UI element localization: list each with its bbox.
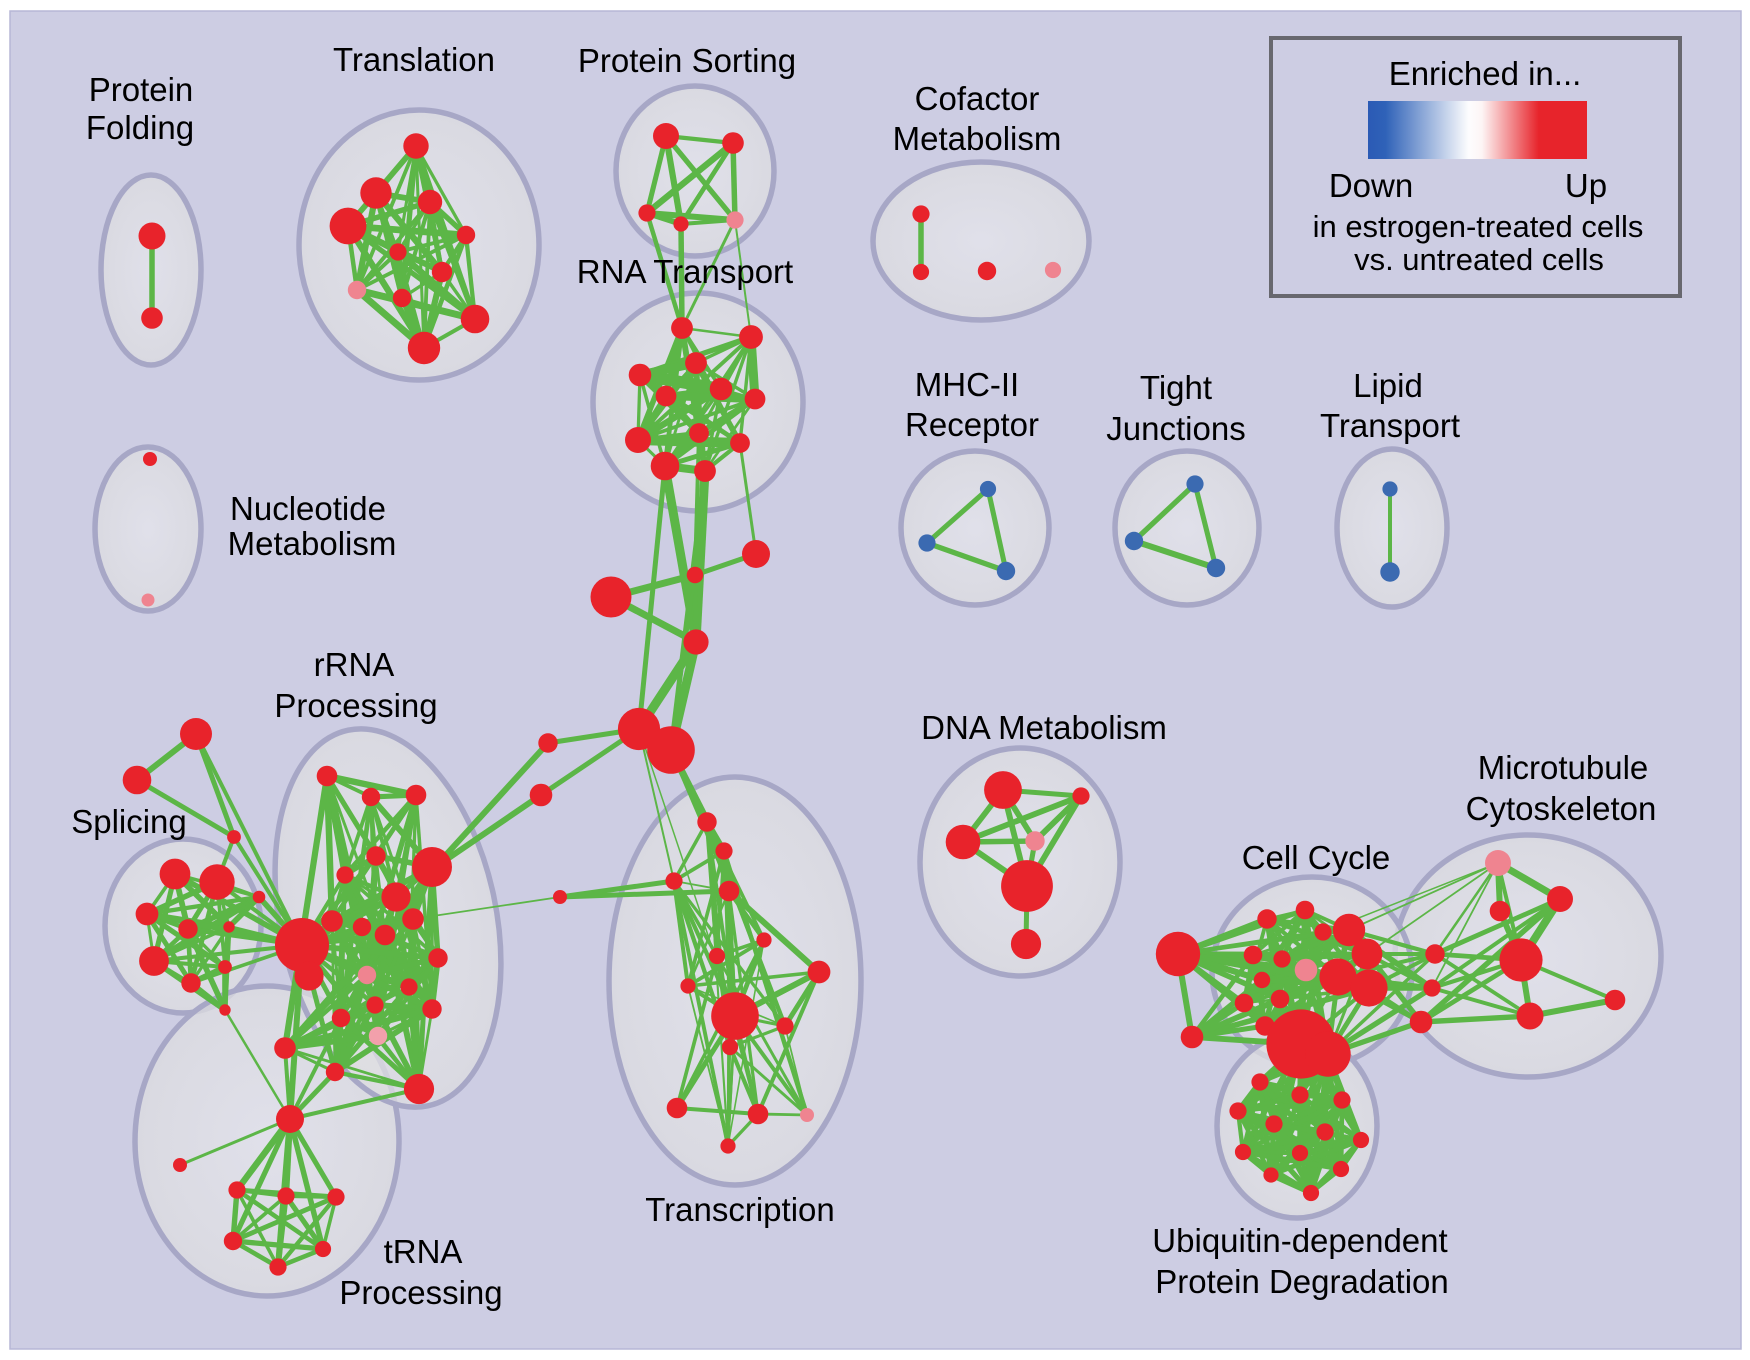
svg-text:Cytoskeleton: Cytoskeleton <box>1466 790 1657 827</box>
svg-text:Ubiquitin-dependent: Ubiquitin-dependent <box>1152 1222 1447 1259</box>
svg-text:Processing: Processing <box>339 1274 502 1311</box>
svg-text:Up: Up <box>1565 167 1607 204</box>
svg-text:Transport: Transport <box>1320 407 1460 444</box>
svg-text:Receptor: Receptor <box>905 406 1039 443</box>
svg-text:Down: Down <box>1329 167 1413 204</box>
svg-text:Metabolism: Metabolism <box>228 525 397 562</box>
svg-text:Tight: Tight <box>1140 369 1212 406</box>
svg-text:Cofactor: Cofactor <box>915 80 1040 117</box>
svg-text:Microtubule: Microtubule <box>1478 749 1649 786</box>
svg-text:Translation: Translation <box>333 41 495 78</box>
svg-text:DNA Metabolism: DNA Metabolism <box>921 709 1167 746</box>
svg-text:tRNA: tRNA <box>384 1233 463 1270</box>
svg-text:MHC-II: MHC-II <box>915 366 1019 403</box>
svg-text:Splicing: Splicing <box>71 803 187 840</box>
svg-text:Transcription: Transcription <box>645 1191 835 1228</box>
svg-text:Processing: Processing <box>274 687 437 724</box>
svg-text:Nucleotide: Nucleotide <box>230 490 386 527</box>
svg-text:Protein Degradation: Protein Degradation <box>1155 1263 1449 1300</box>
svg-text:Enriched in...: Enriched in... <box>1389 55 1582 92</box>
svg-text:Cell Cycle: Cell Cycle <box>1242 839 1391 876</box>
svg-text:Folding: Folding <box>86 109 194 146</box>
svg-text:Protein: Protein <box>89 71 194 108</box>
svg-text:RNA Transport: RNA Transport <box>577 253 793 290</box>
svg-text:Lipid: Lipid <box>1353 367 1423 404</box>
svg-text:rRNA: rRNA <box>314 646 395 683</box>
svg-text:Metabolism: Metabolism <box>893 120 1062 157</box>
svg-text:vs. untreated cells: vs. untreated cells <box>1354 242 1604 277</box>
svg-text:Protein Sorting: Protein Sorting <box>578 42 796 79</box>
svg-text:in estrogen-treated cells: in estrogen-treated cells <box>1313 209 1644 244</box>
svg-text:Junctions: Junctions <box>1106 410 1245 447</box>
